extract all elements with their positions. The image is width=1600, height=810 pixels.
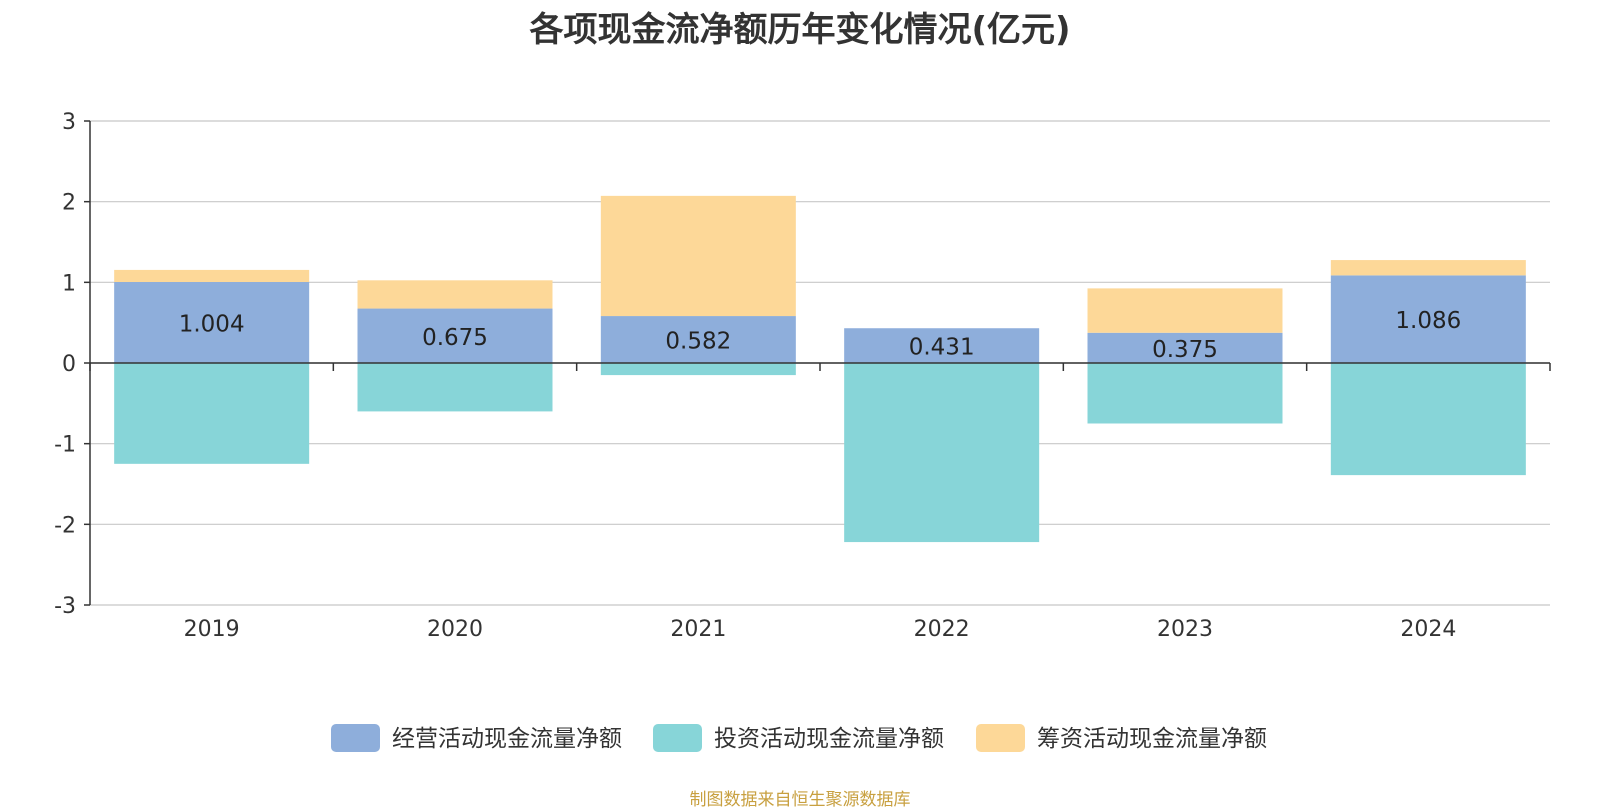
bar-value-label: 1.004: [179, 312, 245, 338]
legend-swatch: [653, 724, 702, 752]
bar-value-label: 1.086: [1395, 308, 1461, 334]
y-tick-label: 1: [62, 271, 76, 296]
y-tick-label: 0: [62, 352, 76, 377]
bar-series-3: [357, 280, 553, 309]
x-tick-label: 2019: [184, 617, 240, 642]
bar-series-3: [1330, 260, 1526, 276]
source-note: 制图数据来自恒生聚源数据库: [689, 790, 911, 810]
x-tick-label: 2021: [670, 617, 726, 642]
legend-swatch: [331, 724, 380, 752]
bar-series-2: [357, 363, 553, 412]
bar-series-1: [1087, 332, 1283, 363]
bar-series-1: [844, 328, 1040, 363]
bar-value-label: 0.375: [1152, 337, 1218, 363]
x-tick-label: 2020: [427, 617, 483, 642]
bar-series-2: [114, 363, 310, 464]
bar-series-1: [357, 308, 553, 363]
bar-series-1: [1330, 275, 1526, 363]
bar-series-2: [844, 363, 1040, 543]
bar-value-label: 0.582: [665, 329, 731, 355]
bar-series-1: [114, 282, 310, 363]
bar-series-3: [1087, 288, 1283, 333]
legend-swatch: [976, 724, 1025, 752]
bar-value-label: 0.431: [909, 335, 975, 361]
bar-series-2: [600, 363, 796, 376]
y-tick-label: -3: [54, 594, 76, 619]
legend-label: 投资活动现金流量净额: [714, 726, 944, 752]
legend-label: 经营活动现金流量净额: [392, 726, 622, 752]
chart-title: 各项现金流净额历年变化情况(亿元): [529, 10, 1071, 50]
bar-series-2: [1330, 363, 1526, 476]
bar-series-3: [600, 195, 796, 317]
y-tick-label: -2: [54, 513, 76, 538]
bar-series-2: [1087, 363, 1283, 424]
x-tick-label: 2023: [1157, 617, 1213, 642]
x-tick-label: 2022: [914, 617, 970, 642]
bar-series-3: [114, 269, 310, 283]
y-tick-label: 3: [62, 110, 76, 135]
bar-value-label: 0.675: [422, 325, 488, 351]
legend-label: 筹资活动现金流量净额: [1037, 726, 1267, 752]
y-tick-label: -1: [54, 433, 76, 458]
bar-series-1: [600, 316, 796, 363]
x-tick-label: 2024: [1400, 617, 1456, 642]
y-tick-label: 2: [62, 191, 76, 216]
